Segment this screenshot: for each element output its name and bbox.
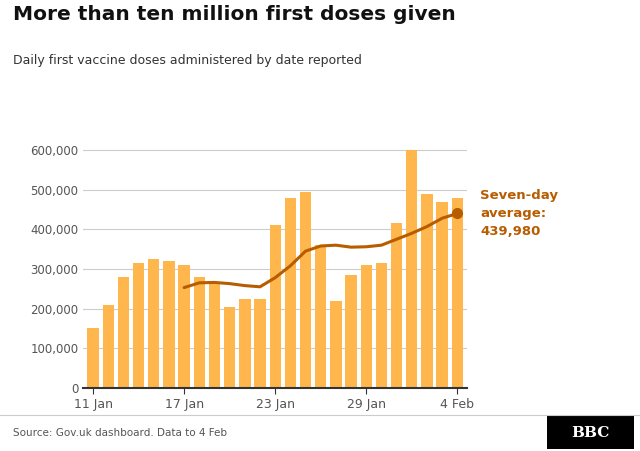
Bar — [360, 265, 372, 388]
Bar — [421, 193, 433, 388]
Bar — [118, 277, 129, 388]
Text: More than ten million first doses given: More than ten million first doses given — [13, 5, 456, 23]
Text: Source: Gov.uk dashboard. Data to 4 Feb: Source: Gov.uk dashboard. Data to 4 Feb — [13, 428, 227, 438]
Bar — [300, 193, 311, 388]
Bar — [133, 263, 144, 388]
Bar — [315, 245, 326, 388]
Bar — [209, 283, 220, 388]
Bar — [179, 265, 190, 388]
Bar — [330, 301, 342, 388]
Bar — [194, 277, 205, 388]
Text: Daily first vaccine doses administered by date reported: Daily first vaccine doses administered b… — [13, 54, 362, 67]
Bar — [148, 259, 159, 388]
Bar — [391, 223, 403, 388]
Bar — [406, 150, 417, 388]
Bar — [239, 299, 250, 388]
Bar — [452, 198, 463, 388]
Bar — [346, 275, 356, 388]
Bar — [436, 202, 448, 388]
Bar — [254, 299, 266, 388]
Bar — [224, 307, 236, 388]
Bar — [102, 304, 114, 388]
Text: Seven-day
average:
439,980: Seven-day average: 439,980 — [480, 189, 558, 239]
Bar — [376, 263, 387, 388]
Bar — [163, 261, 175, 388]
Text: BBC: BBC — [572, 425, 609, 440]
Bar — [88, 328, 99, 388]
Bar — [269, 226, 281, 388]
Bar — [285, 198, 296, 388]
